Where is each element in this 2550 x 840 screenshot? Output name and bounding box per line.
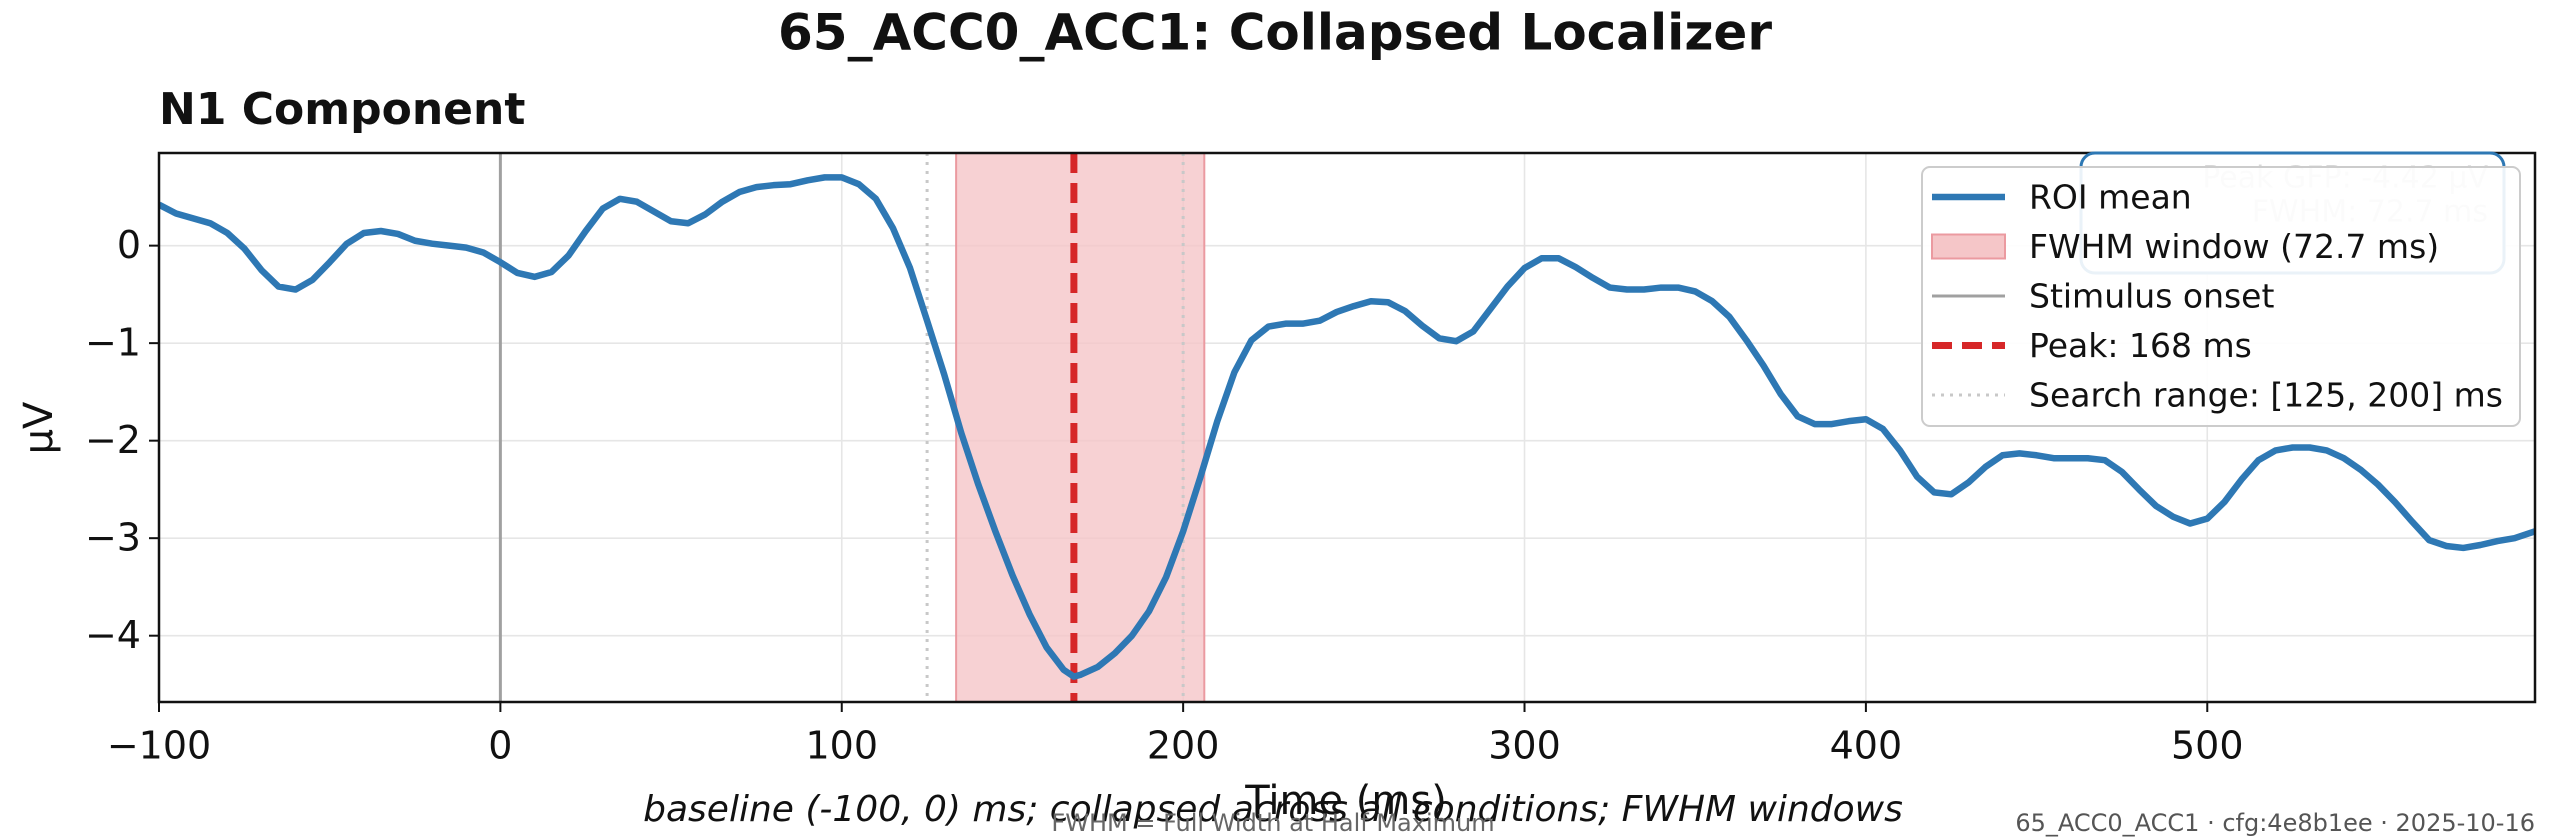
caption: baseline (-100, 0) ms; collapsed across … (643, 789, 1903, 830)
plot-clip (159, 153, 2535, 702)
x-tick-label: 100 (805, 724, 878, 768)
y-tick-label: −3 (85, 516, 141, 560)
y-axis-label: µV (16, 401, 62, 454)
legend-label: Peak: 168 ms (2029, 326, 2252, 365)
x-tick-label: 200 (1147, 724, 1220, 768)
chart-subtitle: N1 Component (159, 84, 525, 135)
y-tick-label: −1 (85, 321, 141, 365)
x-tick-label: 0 (488, 724, 512, 768)
fwhm-window (955, 153, 1206, 702)
axes-frame (157, 151, 2537, 704)
footnote: FWHM = Full Width at Half Maximum (1051, 809, 1494, 837)
x-tick-label: 300 (1488, 724, 1561, 768)
stamp: 65_ACC0_ACC1 · cfg:4e8b1ee · 2025-10-16 (2015, 809, 2535, 837)
roi-mean-line (159, 174, 2535, 680)
legend-label: FWHM window (72.7 ms) (2029, 227, 2439, 266)
x-axis-label: Time (ms) (1244, 778, 1447, 824)
y-tick-label: −2 (85, 418, 141, 462)
y-tick-label: 0 (117, 223, 141, 267)
legend-box (1921, 166, 2521, 427)
y-tick-label: −4 (85, 613, 141, 657)
legend-label: Search range: [125, 200] ms (2029, 376, 2503, 415)
x-tick-label: 400 (1830, 724, 1903, 768)
legend-label: ROI mean (2029, 178, 2192, 217)
legend-swatch (1931, 233, 2006, 260)
chart-title: 65_ACC0_ACC1: Collapsed Localizer (778, 4, 1772, 62)
legend-label: Stimulus onset (2029, 277, 2274, 316)
x-tick-label: −100 (107, 724, 211, 768)
x-tick-label: 500 (2171, 724, 2244, 768)
